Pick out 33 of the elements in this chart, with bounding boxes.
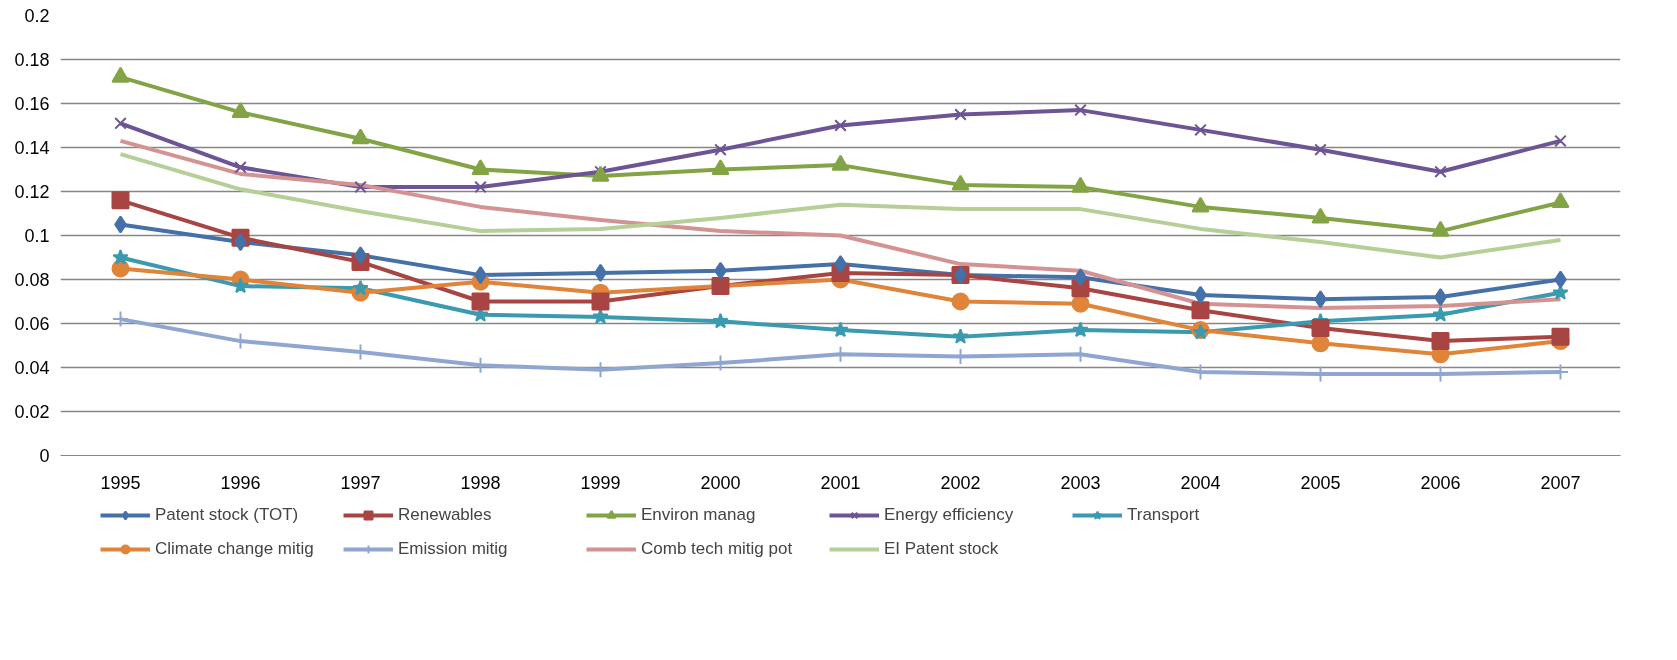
x-tick-label: 1995	[100, 472, 141, 493]
legend-label: Energy efficiency	[884, 505, 1015, 525]
legend-label: Comb tech mitig pot	[641, 539, 794, 559]
legend-label: EI Patent stock	[884, 539, 1000, 559]
x-tick-label: 1999	[580, 472, 621, 493]
x-tick-label: 1998	[460, 472, 501, 493]
legend-label: Climate change mitig	[155, 539, 315, 559]
x-tick-label: 2003	[1060, 472, 1101, 493]
legend-label: Transport	[1127, 505, 1201, 525]
x-tick-label: 2002	[940, 472, 981, 493]
y-tick-label: 0.18	[14, 50, 50, 70]
y-tick-label: 0	[39, 446, 50, 466]
x-tick-label: 2007	[1540, 472, 1581, 493]
x-tick-label: 1997	[340, 472, 381, 493]
legend-label: Patent stock (TOT)	[155, 505, 300, 525]
y-tick-label: 0.14	[14, 138, 50, 158]
y-tick-label: 0.02	[14, 402, 50, 422]
legend-label: Environ manag	[641, 505, 757, 525]
legend-label: Renewables	[398, 505, 493, 525]
x-tick-label: 2006	[1420, 472, 1461, 493]
y-tick-label: 0.12	[14, 182, 50, 202]
y-tick-label: 0.06	[14, 314, 50, 334]
x-tick-label: 2001	[820, 472, 861, 493]
legend-label: Emission mitig	[398, 539, 509, 559]
y-tick-label: 0.1	[24, 226, 50, 246]
x-tick-label: 2000	[700, 472, 741, 493]
x-tick-label: 2005	[1300, 472, 1341, 493]
y-tick-label: 0.08	[14, 270, 50, 290]
x-tick-label: 2004	[1180, 472, 1221, 493]
y-tick-label: 0.04	[14, 358, 50, 378]
y-tick-label: 0.2	[24, 6, 50, 26]
y-tick-label: 0.16	[14, 94, 50, 114]
x-tick-label: 1996	[220, 472, 261, 493]
